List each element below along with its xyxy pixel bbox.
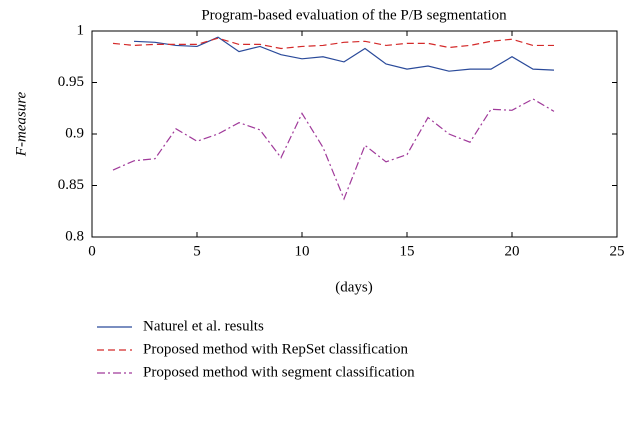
plot-frame bbox=[91, 30, 618, 238]
x-tick-label: 25 bbox=[610, 243, 625, 259]
legend-label: Naturel et al. results bbox=[143, 318, 264, 334]
x-tick-label: 10 bbox=[295, 243, 310, 259]
x-tick-label: 15 bbox=[400, 243, 415, 259]
y-tick-label: 0.95 bbox=[58, 74, 84, 90]
legend-label: Proposed method with segment classificat… bbox=[143, 364, 415, 380]
series-line bbox=[112, 37, 554, 50]
legend-label: Proposed method with RepSet classificati… bbox=[143, 341, 408, 357]
x-tick-label: 20 bbox=[505, 243, 520, 259]
x-tick-label: 5 bbox=[193, 243, 201, 259]
y-tick-label: 0.85 bbox=[58, 177, 84, 193]
x-axis-label: (days) bbox=[335, 279, 373, 295]
y-tick-label: 1 bbox=[77, 22, 85, 38]
y-tick-label: 0.9 bbox=[65, 125, 84, 141]
y-tick-label: 0.8 bbox=[65, 228, 84, 244]
chart-title: Program-based evaluation of the P/B segm… bbox=[201, 7, 507, 23]
series-line bbox=[112, 98, 555, 201]
x-tick-label: 0 bbox=[88, 243, 96, 259]
series-line bbox=[133, 36, 555, 72]
y-axis-label: F-measure bbox=[13, 91, 29, 157]
